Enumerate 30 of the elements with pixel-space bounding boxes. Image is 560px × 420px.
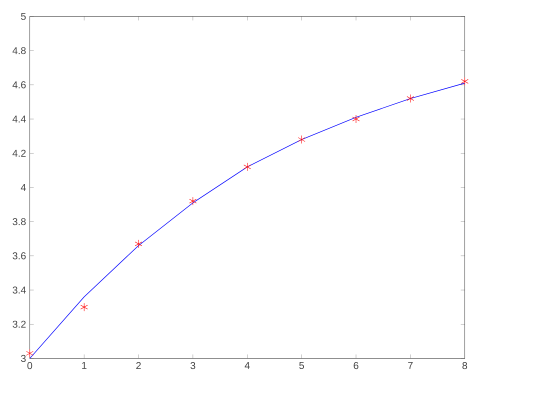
x-tick-label: 2: [136, 362, 141, 370]
point: [352, 114, 360, 124]
x-tick-label: 5: [299, 362, 304, 370]
x-tick-label: 7: [408, 362, 413, 369]
y-tick-label: 3.8: [12, 218, 26, 226]
y-tick-label: 3.4: [12, 286, 26, 294]
line-series: [30, 82, 465, 358]
point: [461, 77, 468, 86]
point: [134, 240, 142, 248]
y-tick-label: 3: [20, 354, 26, 362]
y-tick-label: 4.6: [12, 81, 26, 88]
point: [406, 94, 414, 103]
y-tick-label: 4.8: [12, 47, 26, 54]
point: [80, 302, 88, 312]
point: [298, 135, 306, 144]
x-tick-label: 3: [190, 362, 196, 370]
y-tick-label: 4: [20, 184, 26, 191]
x-tick-label: 6: [354, 362, 358, 370]
y-tick-label: 4.2: [12, 150, 26, 157]
point: [189, 196, 197, 206]
point: [244, 162, 251, 172]
y-tick-label: 5: [21, 12, 26, 20]
y-tick-label: 3.6: [12, 252, 26, 260]
x-tick-label: 0: [27, 362, 32, 370]
point: [26, 349, 34, 358]
x-tick-label: 1: [82, 362, 86, 369]
y-tick-label: 3.2: [12, 320, 26, 328]
x-tick-label: 8: [462, 362, 468, 370]
x-tick-label: 4: [244, 362, 250, 369]
y-tick-label: 4.4: [12, 116, 26, 122]
